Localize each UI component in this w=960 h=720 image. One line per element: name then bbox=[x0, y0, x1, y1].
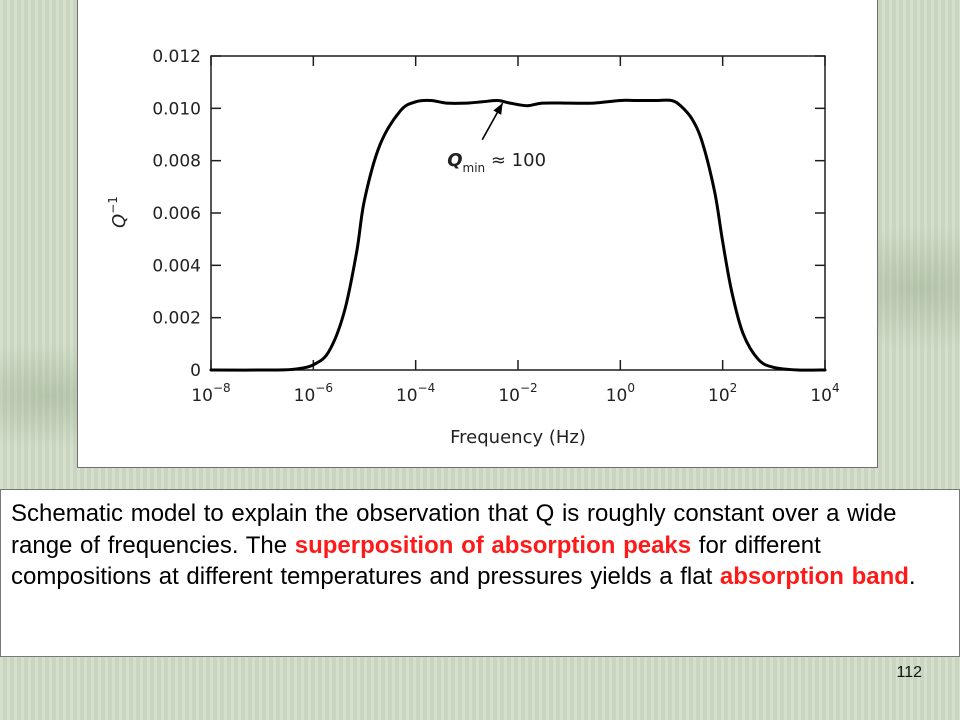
series-line bbox=[209, 98, 827, 372]
y-tick-label: 0.004 bbox=[152, 256, 201, 276]
y-tick-label: 0 bbox=[190, 361, 201, 381]
x-tick-label: 102 bbox=[708, 381, 737, 406]
caption-highlight-superposition: superposition of absorption peaks bbox=[294, 531, 692, 559]
x-axis-title: Frequency (Hz) bbox=[450, 427, 586, 448]
x-tick-label: 10−8 bbox=[191, 381, 230, 406]
x-tick-label: 100 bbox=[606, 381, 635, 406]
caption-text: Schematic model to explain the observati… bbox=[11, 500, 897, 559]
x-tick-label: 10−4 bbox=[396, 381, 435, 406]
absorption-chart: 0 0.002 0.004 0.006 0.008 0.010 0.012 10−8 10−6… bbox=[106, 47, 840, 448]
x-tick-label: 104 bbox=[810, 381, 839, 406]
qmin-annotation: Qmin ≈ 100 bbox=[447, 102, 546, 175]
caption-text-2: for different compositions at different … bbox=[11, 531, 821, 591]
caption-text-3: . bbox=[908, 563, 916, 590]
x-tick-label: 10−6 bbox=[294, 381, 333, 406]
annotation-arrow-head bbox=[493, 103, 503, 115]
plot-frame bbox=[210, 55, 826, 371]
y-tick-label: 0.012 bbox=[152, 47, 201, 67]
y-tick-label: 0.008 bbox=[152, 152, 201, 172]
caption-highlight-band: absorption band bbox=[719, 563, 909, 590]
y-tick-label: 0.006 bbox=[152, 204, 201, 224]
caption-box: Schematic model to explain the observati… bbox=[0, 489, 960, 657]
x-tick-label: 10−2 bbox=[498, 381, 537, 406]
y-axis-title: Q−1 bbox=[106, 196, 130, 228]
figure-panel: 0 0.002 0.004 0.006 0.008 0.010 0.012 10−8 10−6… bbox=[77, 0, 878, 468]
y-tick-label: 0.010 bbox=[152, 99, 201, 119]
annotation-label: Qmin ≈ 100 bbox=[447, 150, 546, 175]
slide-number: 112 bbox=[896, 664, 922, 681]
y-tick-label: 0.002 bbox=[152, 309, 201, 329]
